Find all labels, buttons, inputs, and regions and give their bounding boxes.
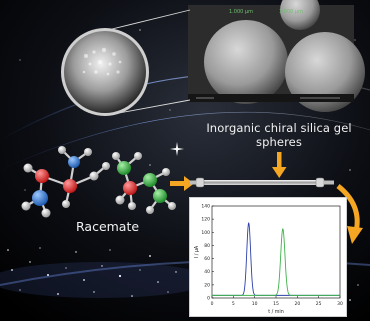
y-axis-label: I / µA xyxy=(194,245,200,258)
arrow-to-chromatogram xyxy=(336,184,363,244)
molecule-left-atoms xyxy=(21,146,110,218)
y-tick-label: 120 xyxy=(201,217,210,223)
x-tick-label: 25 xyxy=(316,301,322,307)
racemate-label: Racemate xyxy=(76,219,140,234)
x-tick-label: 20 xyxy=(294,301,300,307)
x-tick-label: 30 xyxy=(337,301,343,307)
magnified-silica-sphere xyxy=(61,28,149,116)
x-tick-label: 15 xyxy=(273,301,279,307)
y-tick-label: 0 xyxy=(207,296,210,302)
x-axis-label: t / min xyxy=(268,309,284,315)
arrow-label-to-column xyxy=(272,152,287,178)
y-tick-label: 60 xyxy=(204,256,210,262)
arrow-to-column xyxy=(170,176,194,191)
x-tick-label: 10 xyxy=(252,301,258,307)
chromatogram: 0 5 10 15 20 25 30 0 20 40 60 80 100 120 140 t / min I /… xyxy=(189,197,347,317)
molecule-right-atoms xyxy=(112,152,176,214)
sem-scale-label: 1.000 µm xyxy=(279,9,303,15)
y-tick-label: 140 xyxy=(201,204,210,210)
y-tick-label: 100 xyxy=(201,230,210,236)
x-tick-label: 0 xyxy=(211,301,214,307)
chromatogram-plot: 0 5 10 15 20 25 30 0 20 40 60 80 100 120 140 t / min I /… xyxy=(194,204,343,316)
x-tick-label: 5 xyxy=(232,301,235,307)
plot-frame xyxy=(211,205,341,299)
series-line-2 xyxy=(212,228,340,296)
chromatography-column xyxy=(190,177,334,188)
series-line-1 xyxy=(212,222,340,296)
y-tick-label: 20 xyxy=(204,282,210,288)
sem-image xyxy=(188,0,365,112)
column-label: Inorganic chiral silica gel spheres xyxy=(206,121,352,149)
y-tick-label: 80 xyxy=(204,243,210,249)
sem-scale-label: 1.000 µm xyxy=(229,9,253,15)
y-tick-label: 40 xyxy=(204,269,210,275)
